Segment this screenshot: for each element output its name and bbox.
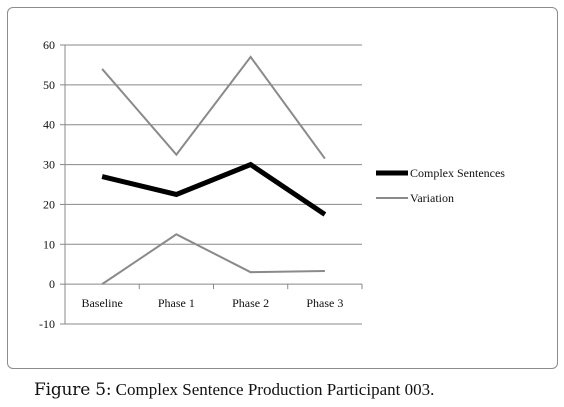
x-axis: Baseline Phase 1 Phase 2 Phase 3: [64, 284, 363, 310]
y-tick-label: 40: [43, 118, 55, 132]
y-tick-label: 0: [49, 277, 55, 291]
gridlines: [65, 44, 362, 325]
y-tick-label: 30: [43, 158, 55, 172]
x-tick-label: Phase 3: [306, 296, 343, 310]
figure-label: Figure 5:: [34, 380, 112, 400]
figure-caption: Figure 5: Complex Sentence Production Pa…: [34, 380, 434, 400]
series-line-complex-sentences: [101, 161, 327, 217]
x-tick-label: Phase 2: [232, 296, 269, 310]
series-line-upper-bound: [101, 55, 326, 160]
y-tick-label: -10: [39, 317, 55, 331]
x-tick-label: Baseline: [81, 296, 122, 310]
legend-label: Variation: [410, 191, 454, 205]
series-line-lower-bound: [101, 233, 325, 285]
x-tick-label: Phase 1: [158, 296, 195, 310]
legend: Complex Sentences Variation: [376, 166, 505, 205]
y-tick-label: 50: [43, 78, 55, 92]
legend-label: Complex Sentences: [410, 166, 505, 180]
y-tick-label: 20: [43, 197, 55, 211]
y-axis: -10 0 10 20 30 40 50 60: [39, 38, 66, 331]
y-tick-label: 10: [43, 237, 55, 251]
series-lines: [101, 55, 327, 285]
figure-caption-text: Complex Sentence Production Participant …: [111, 380, 435, 399]
y-tick-label: 60: [43, 38, 55, 52]
